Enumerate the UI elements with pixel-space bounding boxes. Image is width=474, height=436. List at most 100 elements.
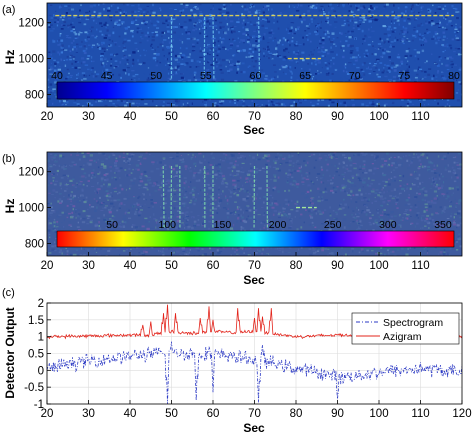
- texture-cell: [137, 4, 140, 7]
- texture-cell: [271, 58, 274, 60]
- texture-cell: [445, 198, 448, 200]
- texture-cell: [210, 254, 214, 256]
- texture-cell: [134, 210, 137, 214]
- texture-cell: [311, 62, 313, 65]
- texture-cell: [391, 62, 394, 65]
- texture-cell: [437, 38, 441, 41]
- texture-cell: [219, 69, 223, 71]
- texture-cell: [84, 31, 88, 34]
- texture-cell: [368, 72, 372, 75]
- texture-cell: [252, 35, 256, 38]
- texture-cell: [206, 20, 209, 23]
- texture-cell: [291, 155, 294, 157]
- texture-cell: [119, 203, 121, 205]
- texture-cell: [311, 53, 314, 56]
- texture-cell: [294, 67, 296, 69]
- texture-cell: [293, 4, 295, 7]
- texture-cell: [372, 45, 374, 47]
- texture-cell: [69, 50, 72, 53]
- texture-cell: [249, 246, 252, 249]
- texture-cell: [100, 180, 103, 182]
- texture-cell: [265, 163, 268, 166]
- texture-cell: [388, 158, 391, 160]
- texture-cell: [102, 3, 105, 5]
- texture-cell: [342, 17, 345, 20]
- texture-cell: [326, 52, 330, 55]
- texture-cell: [58, 18, 62, 21]
- texture-cell: [248, 51, 251, 54]
- texture-cell: [216, 29, 218, 31]
- texture-cell: [398, 75, 401, 77]
- texture-cell: [420, 22, 422, 25]
- texture-cell: [361, 62, 363, 65]
- texture-cell: [294, 216, 296, 218]
- texture-cell: [297, 156, 300, 159]
- texture-cell: [74, 61, 78, 63]
- texture-cell: [114, 172, 116, 174]
- texture-cell: [387, 251, 389, 254]
- texture-cell: [450, 66, 452, 69]
- texture-cell: [321, 55, 325, 57]
- texture-cell: [379, 62, 383, 64]
- texture-cell: [182, 205, 186, 208]
- texture-cell: [393, 66, 397, 68]
- texture-cell: [232, 15, 236, 18]
- texture-cell: [449, 247, 452, 250]
- texture-cell: [294, 29, 297, 32]
- texture-cell: [117, 169, 121, 173]
- texture-cell: [301, 181, 305, 183]
- texture-cell: [189, 53, 191, 56]
- texture-cell: [457, 30, 460, 32]
- texture-cell: [100, 166, 104, 169]
- texture-cell: [97, 188, 101, 191]
- texture-cell: [244, 23, 247, 26]
- texture-cell: [416, 30, 419, 33]
- texture-cell: [82, 155, 86, 158]
- texture-cell: [347, 24, 350, 27]
- texture-cell: [255, 19, 259, 21]
- texture-cell: [372, 16, 376, 18]
- texture-cell: [377, 209, 379, 211]
- texture-cell: [357, 54, 360, 57]
- texture-cell: [318, 158, 321, 161]
- texture-cell: [143, 62, 146, 65]
- texture-cell: [291, 169, 294, 171]
- texture-cell: [273, 210, 277, 213]
- texture-cell: [274, 161, 277, 165]
- texture-cell: [143, 11, 146, 13]
- texture-cell: [454, 174, 458, 176]
- texture-cell: [311, 20, 313, 23]
- texture-cell: [356, 59, 358, 61]
- texture-cell: [342, 69, 345, 73]
- texture-cell: [358, 189, 361, 192]
- texture-cell: [396, 207, 399, 209]
- texture-cell: [96, 191, 98, 194]
- texture-cell: [162, 252, 165, 254]
- texture-cell: [238, 17, 240, 21]
- texture-cell: [118, 155, 121, 158]
- texture-cell: [300, 77, 303, 80]
- texture-cell: [76, 200, 80, 203]
- texture-cell: [402, 42, 405, 45]
- texture-cell: [217, 44, 220, 47]
- texture-cell: [83, 14, 87, 17]
- texture-cell: [70, 215, 74, 219]
- texture-cell: [140, 36, 142, 38]
- texture-cell: [80, 62, 83, 65]
- texture-cell: [388, 248, 391, 250]
- texture-cell: [398, 163, 402, 167]
- texture-cell: [143, 8, 147, 11]
- texture-cell: [206, 52, 209, 55]
- texture-cell: [354, 21, 358, 24]
- texture-cell: [151, 32, 154, 34]
- texture-cell: [53, 153, 55, 156]
- texture-cell: [438, 173, 440, 177]
- texture-cell: [443, 249, 446, 252]
- texture-cell: [257, 9, 261, 12]
- texture-cell: [166, 26, 170, 28]
- texture-cell: [393, 22, 395, 24]
- texture-cell: [201, 27, 203, 29]
- texture-cell: [130, 179, 133, 182]
- texture-cell: [451, 66, 453, 68]
- texture-cell: [343, 161, 345, 164]
